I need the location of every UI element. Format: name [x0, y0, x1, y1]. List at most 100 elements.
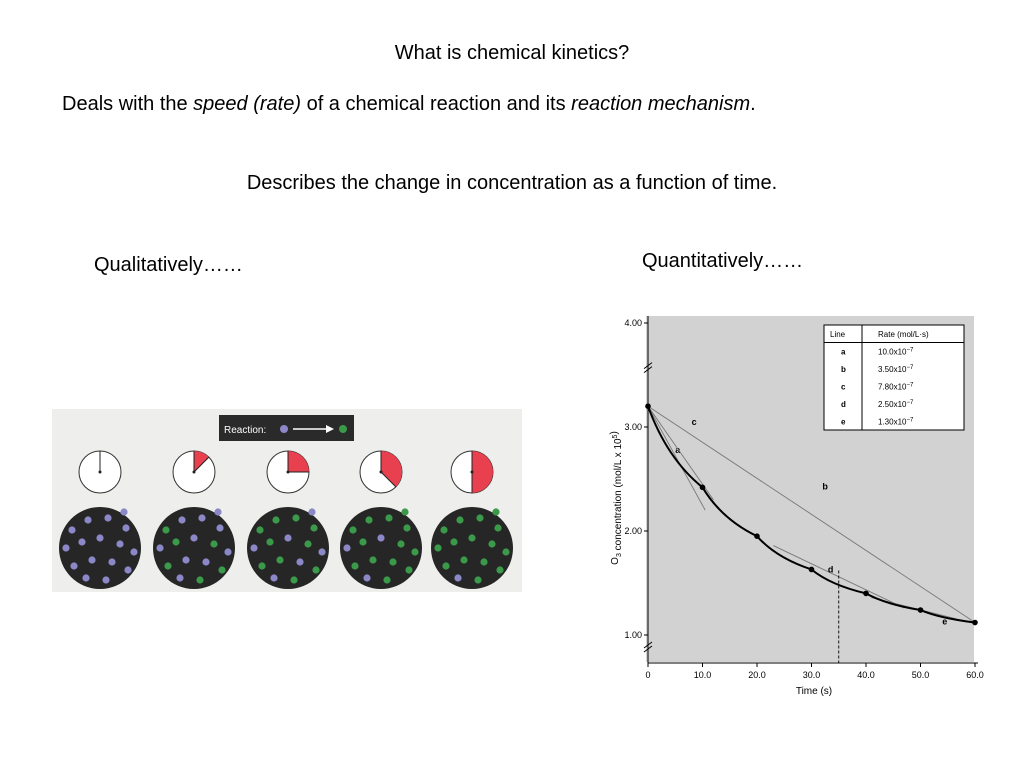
product-molecule	[405, 566, 413, 574]
product-molecule	[266, 538, 274, 546]
reactant-molecule	[308, 508, 316, 516]
product-molecule	[292, 514, 300, 522]
clock-hand	[193, 456, 210, 473]
reactant-molecule	[198, 514, 206, 522]
reactant-molecule	[122, 524, 130, 532]
product-molecule	[162, 526, 170, 534]
product-molecule	[494, 524, 502, 532]
x-tick-label: 20.0	[748, 670, 766, 680]
clock-elapsed-wedge	[381, 451, 402, 487]
clock-elapsed-wedge	[194, 451, 209, 472]
description-line: Describes the change in concentration as…	[246, 172, 778, 194]
product-molecule	[385, 514, 393, 522]
reactant-molecule	[120, 508, 128, 516]
y-axis-label-part: )	[609, 431, 620, 434]
reactant-molecule	[343, 544, 351, 552]
product-molecule	[488, 540, 496, 548]
clock-center	[192, 470, 196, 474]
y-tick-label: 4.00	[624, 318, 642, 328]
data-point	[754, 533, 760, 539]
rate-exponent: −7	[906, 348, 914, 354]
tangent-line-a	[647, 405, 706, 511]
definition-emphasis-mechanism: reaction mechanism	[571, 93, 751, 115]
product-molecule	[256, 526, 264, 534]
y-tick-label: 1.00	[624, 630, 642, 640]
product-molecule	[468, 534, 476, 542]
product-molecule	[218, 566, 226, 574]
flask-icon	[340, 507, 422, 589]
rate-value: 3.50x10	[878, 365, 907, 374]
reactant-molecule	[190, 534, 198, 542]
product-molecule	[401, 508, 409, 516]
rate-exponent: −7	[906, 383, 914, 389]
data-point	[972, 619, 978, 626]
reactant-molecule	[182, 556, 190, 564]
rate-table-line-cell: e	[841, 418, 846, 427]
reaction-arrowhead-icon	[326, 425, 334, 433]
rate-table-line-cell: a	[841, 348, 846, 357]
product-molecule	[351, 562, 359, 570]
data-point	[917, 607, 924, 613]
data-point	[699, 484, 706, 491]
product-molecule	[496, 566, 504, 574]
product-molecule	[450, 538, 458, 546]
y-axis-break	[643, 362, 653, 373]
data-point	[863, 590, 869, 597]
slide-title: What is chemical kinetics?	[394, 42, 630, 64]
rate-table-rate-cell: 7.80x10−7	[878, 383, 914, 392]
tangent-label-b: b	[822, 481, 828, 491]
reactant-molecule	[214, 508, 222, 516]
reactant-molecule	[130, 548, 138, 556]
clock-center	[98, 470, 102, 474]
clock-elapsed-wedge	[472, 451, 493, 493]
y-axis-label-part: 3	[616, 553, 623, 557]
product-molecule	[359, 538, 367, 546]
product-molecule	[383, 576, 391, 584]
tangent-line-b	[647, 405, 976, 623]
product-molecule	[349, 526, 357, 534]
reactant-molecule	[88, 556, 96, 564]
qualitatively-label: Qualitatively……	[94, 254, 243, 276]
definition-line: Deals with the speed (rate) of a chemica…	[62, 93, 756, 116]
rate-exponent: −7	[906, 365, 914, 371]
rate-table-line-cell: c	[841, 383, 846, 392]
reactant-molecule	[82, 574, 90, 582]
flask-icon	[247, 507, 329, 589]
y-axis-break	[643, 641, 653, 653]
x-axis-label: Time (s)	[796, 686, 832, 697]
data-series	[645, 403, 978, 626]
rate-value: 10.0x10	[878, 348, 907, 357]
rate-table-box	[823, 324, 965, 431]
tangent-label-d: d	[828, 565, 834, 575]
y-tick-label: 3.00	[624, 422, 642, 432]
clock-hand	[380, 471, 397, 488]
product-molecule	[369, 556, 377, 564]
reactant-molecule	[284, 534, 292, 542]
reactant-molecule	[318, 548, 326, 556]
reactant-molecule	[363, 574, 371, 582]
rate-table-header-rate: Rate (mol/L·s)	[878, 330, 929, 339]
rate-value: 1.30x10	[878, 418, 907, 427]
y-axis-label-part: concentration (mol/L x 10	[613, 438, 624, 553]
flask-icon	[59, 507, 141, 589]
product-molecule	[389, 558, 397, 566]
tick-labels: 1.00 2.00 3.00 4.00 0 10.0 20.0 30.0 40.0 50.0 60.…	[624, 318, 983, 680]
rate-table-rate-cell: 2.50x10−7	[878, 400, 914, 409]
reactant-molecule	[84, 516, 92, 524]
definition-emphasis-speed: speed (rate)	[193, 93, 302, 115]
product-molecule	[172, 538, 180, 546]
reactant-molecule	[216, 524, 224, 532]
product-molecule	[403, 524, 411, 532]
reactant-molecule	[377, 534, 385, 542]
product-molecule	[440, 526, 448, 534]
product-molecule	[312, 566, 320, 574]
reactant-molecule	[104, 514, 112, 522]
rate-value: 2.50x10	[878, 400, 907, 409]
product-molecule	[476, 514, 484, 522]
data-point	[645, 403, 651, 409]
reactant-molecule	[108, 558, 116, 566]
product-molecule	[411, 548, 419, 556]
product-molecule	[492, 508, 500, 516]
reactant-molecule	[116, 540, 124, 548]
rate-table-line-cell: d	[841, 400, 846, 409]
